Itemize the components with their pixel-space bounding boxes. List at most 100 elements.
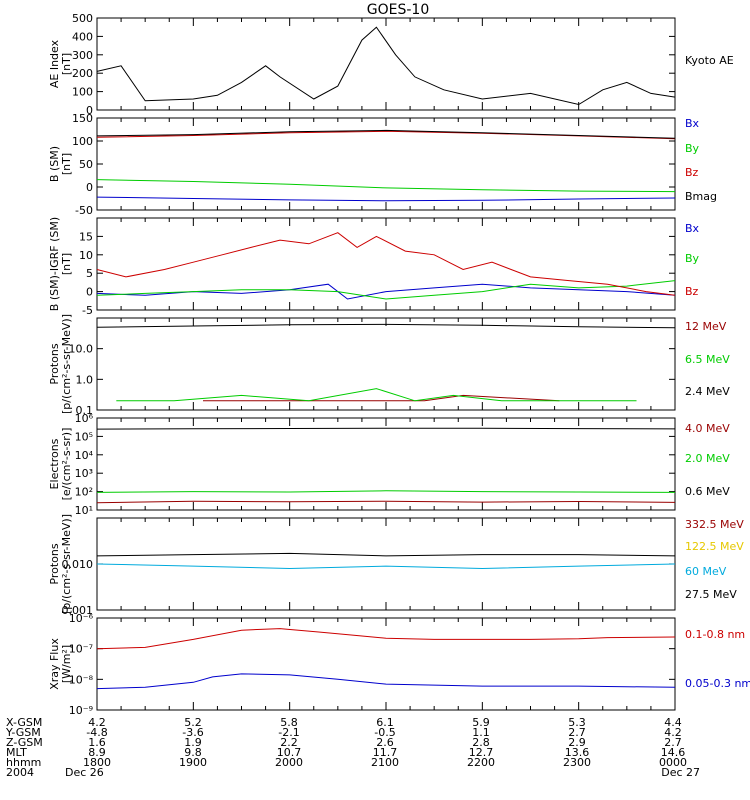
series-line-kyoto-ae	[96, 26, 676, 106]
y-tick-label: 10⁶	[75, 412, 94, 425]
orbit-row-label: 2004	[6, 766, 34, 779]
series-line-6-5-mev	[116, 388, 637, 402]
orbit-cell: 2200	[467, 756, 495, 769]
orbit-cell: 1.6	[88, 736, 106, 749]
orbit-table: X-GSMY-GSMZ-GSMMLThhmm20044.2-4.81.68.91…	[5, 716, 700, 779]
y-axis-label: [p/(cm²-s-sr-MeV)]	[60, 314, 73, 414]
legend-label: 60 MeV	[685, 565, 727, 578]
y-tick-label: 0	[86, 286, 93, 299]
orbit-cell: 2300	[563, 756, 591, 769]
orbit-row-label: Y-GSM	[5, 726, 41, 739]
orbit-cell: 2.2	[280, 736, 298, 749]
orbit-cell: 2.7	[664, 736, 682, 749]
orbit-cell: Dec 27	[661, 766, 700, 779]
orbit-cell: 4.2	[88, 716, 106, 729]
y-tick-label: -5	[82, 304, 93, 317]
orbit-cell: 6.1	[376, 716, 394, 729]
y-axis-label: Electrons	[48, 438, 61, 489]
panel-frame	[96, 317, 676, 411]
series-line-bx	[96, 283, 676, 300]
orbit-cell: 2000	[275, 756, 303, 769]
legend-label: 6.5 MeV	[685, 353, 730, 366]
series-line-bx	[96, 196, 676, 202]
legend-label: Kyoto AE	[685, 54, 734, 67]
panel-electrons: 10¹ 10² 10³ 10⁴ 10⁵ 10⁶ Electrons [e/(cm²-s-sr)…	[48, 412, 730, 517]
y-axis-label: [p/(cm²-s-sr-MeV)]	[60, 514, 73, 614]
orbit-cell: 5.9	[472, 716, 490, 729]
y-tick-label: 200	[72, 67, 93, 80]
y-axis-label: Xray Flux	[48, 638, 61, 690]
orbit-cell: 11.7	[373, 746, 398, 759]
chart-title: GOES-10	[367, 2, 429, 18]
y-tick-label: 100	[72, 135, 93, 148]
orbit-row-label: Z-GSM	[6, 736, 43, 749]
y-axis-label: AE Index	[48, 39, 61, 88]
y-tick-label: 5	[86, 267, 93, 280]
y-tick-label: 10	[79, 249, 93, 262]
series-line-60-mev	[96, 563, 676, 570]
panel-bsm: -50 0 50 100 150 B (SM) [nT] Bx By Bz Bmag	[48, 112, 717, 217]
orbit-cell: 12.7	[469, 746, 494, 759]
legend-label: By	[685, 142, 700, 155]
series-line-bz	[96, 232, 676, 296]
y-tick-label: 10²	[75, 486, 93, 499]
panel-bdiff: -5 0 5 10 15 B (SM)-IGRF (SM) [nT] Bx By Bz	[48, 217, 700, 317]
y-tick-label: 0.1	[76, 404, 94, 417]
series-line-by	[96, 179, 676, 193]
y-tick-label: 0.001	[62, 604, 94, 617]
legend-label: Bx	[685, 117, 700, 130]
y-tick-label: 10⁻⁶	[69, 612, 94, 625]
y-tick-label: 10.0	[69, 343, 94, 356]
orbit-cell: 2.7	[568, 726, 586, 739]
legend-label: 4.0 MeV	[685, 422, 730, 435]
y-axis-label: [nT]	[60, 153, 73, 175]
y-axis-label: B (SM)	[48, 146, 61, 182]
series-line-0-1-0-8-nm	[96, 628, 676, 650]
legend-label: Bx	[685, 222, 700, 235]
legend-label: Bz	[685, 166, 699, 179]
y-tick-label: 100	[72, 86, 93, 99]
y-axis-label: [W/m²]	[60, 645, 73, 683]
orbit-row-label: MLT	[6, 746, 27, 759]
panel-frame	[96, 17, 676, 111]
series-line-12-mev	[203, 394, 560, 402]
orbit-cell: 14.6	[661, 746, 686, 759]
legend-label: 332.5 MeV	[685, 518, 744, 531]
y-axis-label: [nT]	[60, 253, 73, 275]
orbit-cell: 4.2	[664, 726, 682, 739]
y-tick-label: 10³	[75, 467, 93, 480]
y-tick-label: 10⁻⁸	[69, 673, 94, 686]
orbit-cell: 2.6	[376, 736, 394, 749]
orbit-cell: Dec 26	[65, 766, 104, 779]
y-tick-label: 150	[72, 112, 93, 125]
series-line-2-0-mev	[96, 490, 676, 493]
legend-label: Bz	[685, 285, 699, 298]
y-tick-label: 0.010	[62, 558, 94, 571]
series-line-0-6-mev	[96, 427, 676, 430]
orbit-cell: 1.9	[184, 736, 202, 749]
orbit-cell: 13.6	[565, 746, 590, 759]
y-tick-label: 300	[72, 49, 93, 62]
legend-label: Bmag	[685, 190, 717, 203]
panel-protons_low: 0.1 1.0 10.0 Protons [p/(cm²-s-sr-MeV)] 12 Me…	[48, 314, 730, 417]
orbit-cell: 2.9	[568, 736, 586, 749]
y-axis-label: [e/(cm²-s-sr)]	[60, 428, 73, 501]
legend-label: 0.6 MeV	[685, 485, 730, 498]
orbit-cell: 0000	[659, 756, 687, 769]
orbit-cell: 1800	[83, 756, 111, 769]
y-tick-label: 15	[79, 230, 93, 243]
y-tick-label: -50	[75, 204, 93, 217]
y-axis-label: Protons	[48, 343, 61, 384]
y-axis-label: Protons	[48, 543, 61, 584]
legend-label: 0.1-0.8 nm	[685, 628, 745, 641]
y-tick-label: 10⁻⁷	[69, 643, 93, 656]
orbit-cell: -2.1	[278, 726, 299, 739]
orbit-row-label: hhmm	[6, 756, 41, 769]
series-line-bmag	[96, 129, 676, 139]
legend-label: 122.5 MeV	[685, 540, 744, 553]
y-tick-label: 400	[72, 30, 93, 43]
y-tick-label: 10⁴	[75, 449, 94, 462]
orbit-cell: 2100	[371, 756, 399, 769]
orbit-cell: 4.4	[664, 716, 682, 729]
